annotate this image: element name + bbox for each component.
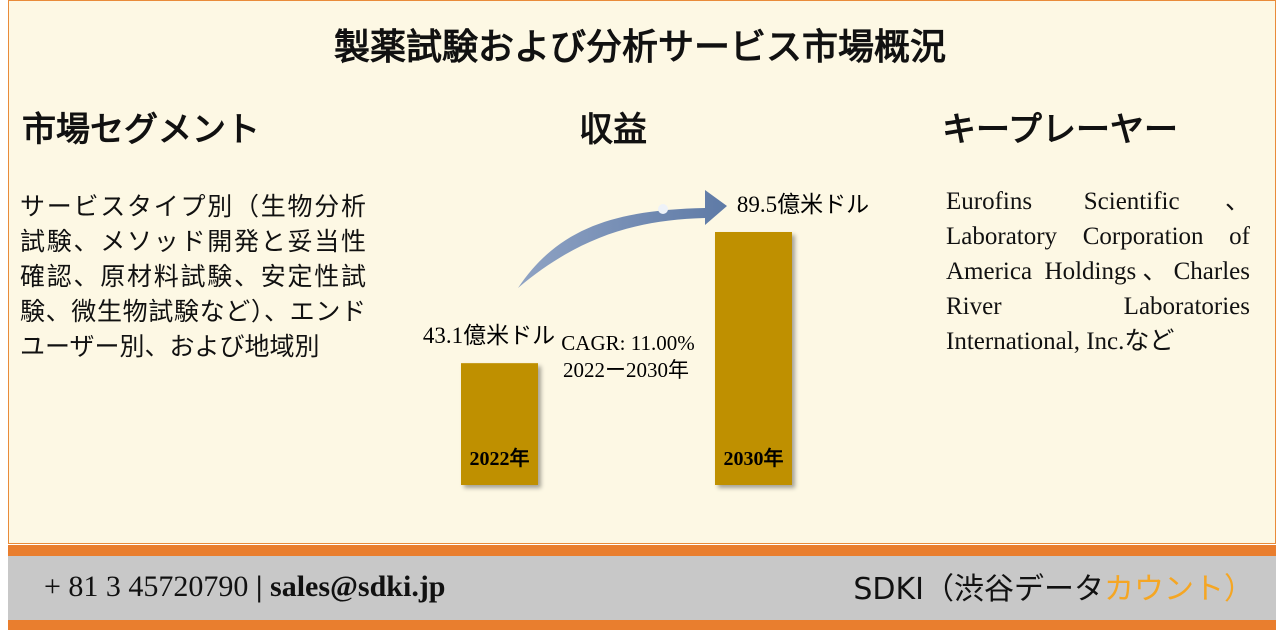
bar-value-label: 43.1億米ドル: [423, 323, 555, 348]
growth-arrow: [518, 190, 727, 288]
segment-heading: 市場セグメント: [22, 112, 260, 149]
panel: [8, 0, 1276, 544]
footer: + 81 3 45720790 | sales@sdki.jp SDKI（渋谷デ…: [8, 556, 1276, 620]
footer-strip: [8, 545, 1276, 556]
bar: [715, 232, 792, 485]
cagr-period: 2022ー2030年: [563, 358, 689, 382]
brand-accent: カウント）: [1104, 572, 1254, 607]
bar-year: 2022年: [470, 446, 530, 470]
cagr: CAGR: 11.00%: [561, 331, 694, 355]
players-heading: キープレーヤー: [942, 112, 1178, 149]
footer-contact: + 81 3 45720790 | sales@sdki.jp: [44, 570, 446, 604]
segment-text: サービスタイプ別（生物分析試験、メソッド開発と妥当性確認、原材料試験、安定性試験…: [20, 194, 366, 361]
players-text: Eurofins Scientific、Laboratory Corporati…: [946, 188, 1250, 355]
email: sales@sdki.jp: [270, 570, 446, 603]
brand-main: SDKI（渋谷データ: [853, 572, 1104, 607]
separator: |: [255, 570, 263, 603]
brand: SDKI（渋谷データカウント）: [853, 564, 1254, 608]
arrow-dot: [658, 204, 668, 214]
title: 製薬試験および分析サービス市場概況: [333, 27, 946, 67]
revenue-heading: 収益: [579, 112, 647, 149]
bar: [461, 363, 538, 485]
bar-value-label: 89.5億米ドル: [737, 192, 869, 217]
footer-strip: [8, 620, 1276, 630]
phone: + 81 3 45720790: [44, 570, 249, 603]
bar-year: 2030年: [724, 446, 784, 470]
